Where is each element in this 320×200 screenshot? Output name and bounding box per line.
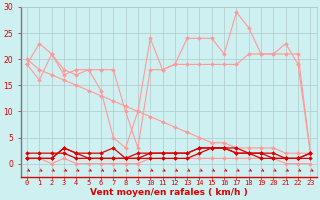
- X-axis label: Vent moyen/en rafales ( km/h ): Vent moyen/en rafales ( km/h ): [90, 188, 248, 197]
